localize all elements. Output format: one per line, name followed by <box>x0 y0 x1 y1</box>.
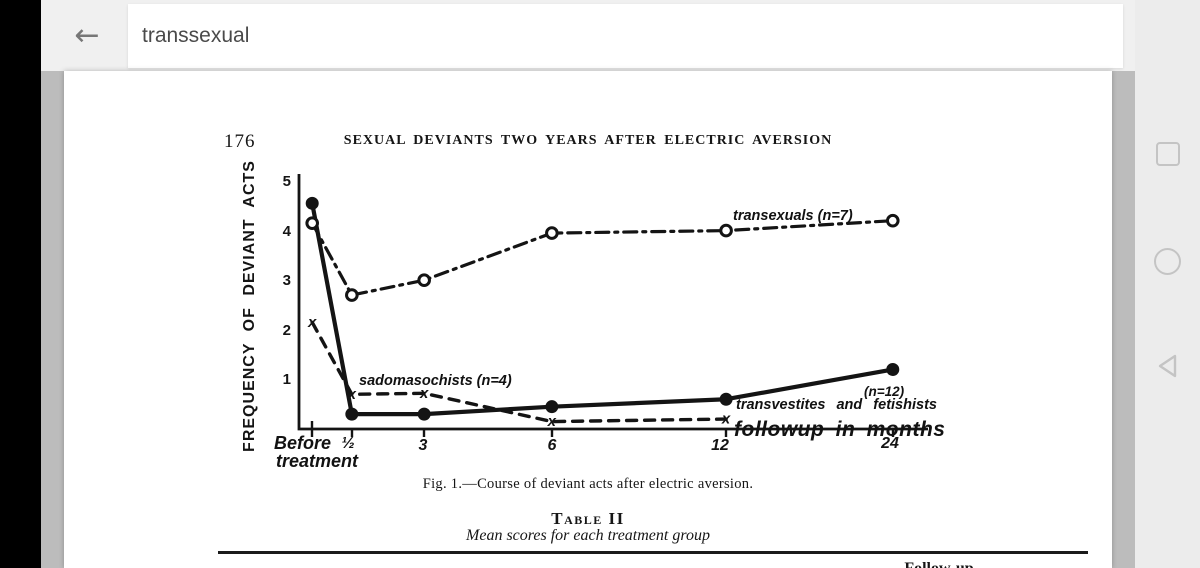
series-marker-2: x <box>419 385 429 402</box>
android-navbar <box>1135 0 1200 568</box>
page-number: 176 <box>224 131 256 152</box>
series-marker-2: x <box>307 314 317 331</box>
ytick-label-3: 3 <box>283 272 291 289</box>
chart-series-lines <box>310 201 895 424</box>
back-triangle-icon <box>1158 354 1176 378</box>
ytick-label-5: 5 <box>283 173 291 190</box>
xtick-label-3: 3 <box>419 437 428 454</box>
search-box <box>128 4 1123 68</box>
series-marker-0 <box>885 213 900 228</box>
recents-square-icon <box>1155 142 1180 166</box>
table-top-rule <box>218 551 1088 554</box>
series-marker-1 <box>305 196 319 210</box>
chart-series-markers: x x x x x <box>305 196 900 430</box>
series-marker-1 <box>345 407 359 421</box>
screen-edge-strip <box>0 0 41 568</box>
label-before-line1: Before <box>274 433 331 453</box>
figure-caption: Fig. 1.—Course of deviant acts after ele… <box>422 476 754 492</box>
nav-back-button[interactable] <box>1135 342 1200 390</box>
label-before-line2: treatment <box>276 451 359 471</box>
series-marker-2: x <box>347 386 357 403</box>
home-circle-icon <box>1154 247 1181 275</box>
series-marker-2: x <box>721 411 731 428</box>
xtick-label-half: ½ <box>341 435 354 452</box>
label-transexuals: transexuals (n=7) <box>733 208 853 224</box>
document-page: 176 SEXUAL DEVIANTS TWO YEARS AFTER ELEC… <box>64 71 1112 568</box>
series-marker-0 <box>345 288 359 302</box>
label-n12: (n=12) <box>864 384 905 399</box>
x-axis-title: followup in months <box>734 418 945 441</box>
chart-axes <box>297 174 928 431</box>
figure-1-chart: x x x x x 5 4 3 2 1 ½ 3 6 12 24 FREQUENCY OF… <box>241 160 945 471</box>
series-marker-1 <box>719 392 733 406</box>
xtick-label-24: 24 <box>880 435 899 452</box>
series-marker-0 <box>305 216 320 230</box>
ytick-label-2: 2 <box>283 322 291 339</box>
series-marker-1 <box>417 407 431 421</box>
search-topbar: ← <box>41 0 1135 71</box>
series-line-0 <box>310 219 895 297</box>
xtick-label-6: 6 <box>548 437 557 454</box>
ytick-label-1: 1 <box>283 371 291 388</box>
table-title: Table II <box>551 509 625 528</box>
back-arrow-icon: ← <box>74 18 100 53</box>
table-subtitle: Mean scores for each treatment group <box>466 527 710 544</box>
series-line-2 <box>310 320 728 424</box>
label-sadomasochists: sadomasochists (n=4) <box>359 373 512 389</box>
series-marker-2: x <box>547 413 557 430</box>
series-line-1 <box>310 201 895 417</box>
series-marker-1 <box>545 400 559 414</box>
y-axis-title: FREQUENCY OF DEVIANT ACTS <box>241 160 258 452</box>
table-partial-header: Follow-up <box>864 560 1014 568</box>
document-viewport[interactable]: 176 SEXUAL DEVIANTS TWO YEARS AFTER ELEC… <box>41 71 1135 568</box>
search-input[interactable] <box>128 4 1123 68</box>
back-button[interactable]: ← <box>59 8 115 64</box>
series-marker-0 <box>417 273 431 287</box>
xtick-label-12: 12 <box>711 437 729 454</box>
series-marker-0 <box>545 226 559 240</box>
home-button[interactable] <box>1135 237 1200 285</box>
series-marker-0 <box>719 223 733 238</box>
series-marker-1 <box>886 362 900 376</box>
label-transvestites: transvestites and fetishists <box>736 397 937 413</box>
running-head: SEXUAL DEVIANTS TWO YEARS AFTER ELECTRIC… <box>343 133 833 148</box>
ytick-label-4: 4 <box>283 223 292 240</box>
recents-button[interactable] <box>1135 130 1200 178</box>
